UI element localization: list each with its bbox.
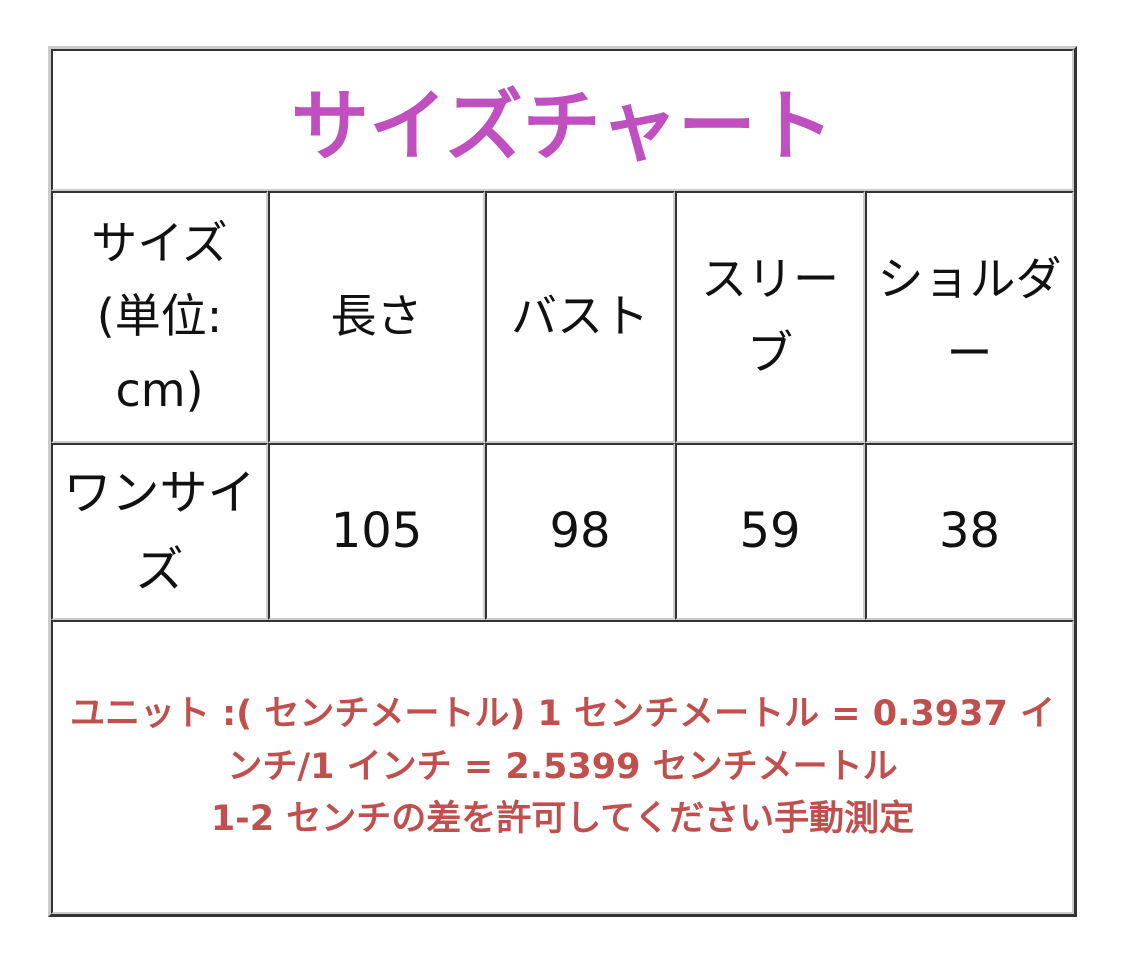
chart-title: サイズチャート bbox=[51, 49, 1074, 191]
header-size: サイズ (単位: cm) bbox=[51, 191, 268, 443]
cell-length: 105 bbox=[268, 443, 485, 620]
table-row: ワンサイズ 105 98 59 38 bbox=[51, 443, 1074, 620]
header-length: 長さ bbox=[268, 191, 485, 443]
unit-note: ユニット :( センチメートル) 1 センチメートル = 0.3937 インチ/… bbox=[69, 694, 1056, 787]
size-chart-table: サイズチャート サイズ (単位: cm) 長さ バスト スリーブ ショルダー ワ… bbox=[48, 46, 1077, 917]
cell-sleeve: 59 bbox=[675, 443, 865, 620]
header-bust: バスト bbox=[485, 191, 675, 443]
header-shoulder: ショルダー bbox=[865, 191, 1074, 443]
notes-cell: ユニット :( センチメートル) 1 センチメートル = 0.3937 インチ/… bbox=[51, 620, 1074, 914]
header-row: サイズ (単位: cm) 長さ バスト スリーブ ショルダー bbox=[51, 191, 1074, 443]
cell-shoulder: 38 bbox=[865, 443, 1074, 620]
header-sleeve: スリーブ bbox=[675, 191, 865, 443]
tolerance-note: 1-2 センチの差を許可してください手動測定 bbox=[210, 799, 915, 840]
cell-bust: 98 bbox=[485, 443, 675, 620]
cell-size: ワンサイズ bbox=[51, 443, 268, 620]
